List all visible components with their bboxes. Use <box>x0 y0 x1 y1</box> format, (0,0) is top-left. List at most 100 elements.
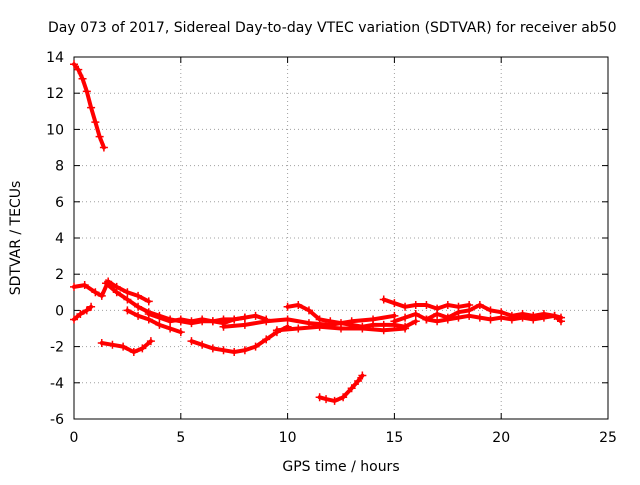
data-point <box>322 395 331 404</box>
y-tick-label: -2 <box>50 340 64 356</box>
data-point <box>166 317 175 326</box>
data-point <box>187 337 196 346</box>
data-point <box>433 317 442 326</box>
y-tick-label: -4 <box>50 376 64 392</box>
data-point <box>82 306 91 315</box>
data-point <box>411 317 420 326</box>
data-point <box>87 103 96 112</box>
data-point <box>529 315 538 324</box>
data-point <box>454 313 463 322</box>
data-point <box>146 337 155 346</box>
data-point <box>347 384 356 393</box>
y-tick-label: 6 <box>55 195 64 211</box>
data-point <box>354 376 363 385</box>
x-axis-label: GPS time / hours <box>282 459 399 475</box>
data-point <box>97 291 106 300</box>
series-line-arc-h <box>189 324 290 354</box>
data-point <box>411 310 420 319</box>
data-point <box>358 371 367 380</box>
data-point <box>379 295 388 304</box>
data-point <box>176 315 185 324</box>
data-point <box>486 306 495 315</box>
data-point <box>379 326 388 335</box>
data-point <box>70 282 78 291</box>
data-point <box>144 310 153 319</box>
data-point <box>76 310 85 319</box>
data-point <box>134 311 143 320</box>
data-point <box>134 291 143 300</box>
data-point <box>119 342 128 351</box>
data-point <box>443 315 452 324</box>
data-point <box>99 143 108 152</box>
data-point <box>486 315 495 324</box>
x-tick-label: 20 <box>492 430 510 446</box>
data-point <box>465 311 474 320</box>
data-point <box>315 393 324 402</box>
data-point <box>230 348 239 357</box>
data-point <box>82 87 91 96</box>
data-point <box>123 306 132 315</box>
data-point <box>208 344 217 353</box>
data-point <box>108 340 117 349</box>
data-point <box>208 317 217 326</box>
y-tick-label: 2 <box>55 267 64 283</box>
data-point <box>401 324 410 333</box>
data-point <box>411 300 420 309</box>
data-point <box>102 279 111 288</box>
data-point <box>304 306 313 315</box>
data-point <box>70 315 78 324</box>
data-point <box>74 65 83 74</box>
data-point <box>123 295 132 304</box>
data-point <box>198 340 207 349</box>
y-tick-label: 4 <box>55 231 64 247</box>
data-point <box>123 288 132 297</box>
data-point <box>134 302 143 311</box>
data-point <box>262 335 271 344</box>
y-tick-label: -6 <box>50 412 64 428</box>
data-point <box>497 313 506 322</box>
data-point <box>262 317 271 326</box>
data-point <box>283 315 292 324</box>
data-layer <box>70 60 566 405</box>
data-point <box>475 313 484 322</box>
data-point <box>294 324 303 333</box>
data-point <box>251 311 260 320</box>
data-point <box>330 396 339 405</box>
data-point <box>518 313 527 322</box>
data-point <box>401 302 410 311</box>
data-point <box>251 342 260 351</box>
data-point <box>95 132 104 141</box>
data-point <box>187 317 196 326</box>
data-point <box>80 281 89 290</box>
data-point <box>507 315 516 324</box>
data-point <box>87 302 96 311</box>
data-point <box>557 317 566 326</box>
data-point <box>176 328 185 337</box>
grid <box>74 57 608 419</box>
x-tick-label: 0 <box>70 430 79 446</box>
y-tick-label: 12 <box>46 86 64 102</box>
data-point <box>219 322 228 331</box>
y-tick-label: 8 <box>55 159 64 175</box>
data-point <box>70 60 78 69</box>
data-point <box>337 324 345 333</box>
data-point <box>315 315 324 324</box>
data-point <box>230 315 239 324</box>
x-tick-label: 5 <box>176 430 185 446</box>
data-point <box>539 313 548 322</box>
y-tick-label: 0 <box>55 303 64 319</box>
data-point <box>198 315 207 324</box>
x-tick-label: 15 <box>385 430 403 446</box>
data-point <box>390 317 399 326</box>
data-point <box>390 299 399 308</box>
data-point <box>283 302 292 311</box>
data-point <box>78 74 87 83</box>
data-point <box>401 313 410 322</box>
series-line-arc-b <box>72 304 94 322</box>
data-point <box>339 393 348 402</box>
data-point <box>315 322 324 331</box>
axis-ticks: 0 5 10 15 20 25 -6 -4 -2 0 2 4 6 8 10 12 14 <box>46 50 617 446</box>
y-tick-label: 10 <box>46 122 64 138</box>
